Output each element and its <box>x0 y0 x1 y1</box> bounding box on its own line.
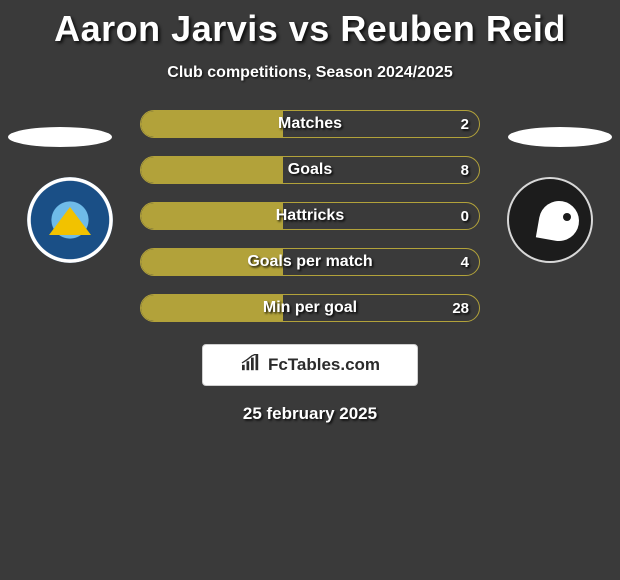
subtitle: Club competitions, Season 2024/2025 <box>0 64 620 82</box>
stat-row: Goals 8 <box>140 156 480 184</box>
stat-row: Matches 2 <box>140 110 480 138</box>
bar-chart-icon <box>240 354 262 377</box>
stat-row: Min per goal 28 <box>140 294 480 322</box>
stat-row: Hattricks 0 <box>140 202 480 230</box>
stat-label: Goals per match <box>141 253 479 271</box>
page-title: Aaron Jarvis vs Reuben Reid <box>0 0 620 50</box>
brand-text: FcTables.com <box>268 355 380 375</box>
stat-label: Matches <box>141 115 479 133</box>
team-crest-right <box>507 177 593 263</box>
player-marker-right <box>508 127 612 147</box>
player-marker-left <box>8 127 112 147</box>
team-crest-left <box>27 177 113 263</box>
stat-label: Min per goal <box>141 299 479 317</box>
stat-label: Goals <box>141 161 479 179</box>
stat-value-right: 8 <box>461 162 469 179</box>
stat-value-right: 4 <box>461 254 469 271</box>
stat-value-right: 2 <box>461 116 469 133</box>
brand-logo[interactable]: FcTables.com <box>202 344 418 386</box>
stat-row: Goals per match 4 <box>140 248 480 276</box>
date-label: 25 february 2025 <box>0 404 620 424</box>
stat-value-right: 28 <box>452 300 469 317</box>
stat-label: Hattricks <box>141 207 479 225</box>
stat-value-right: 0 <box>461 208 469 225</box>
